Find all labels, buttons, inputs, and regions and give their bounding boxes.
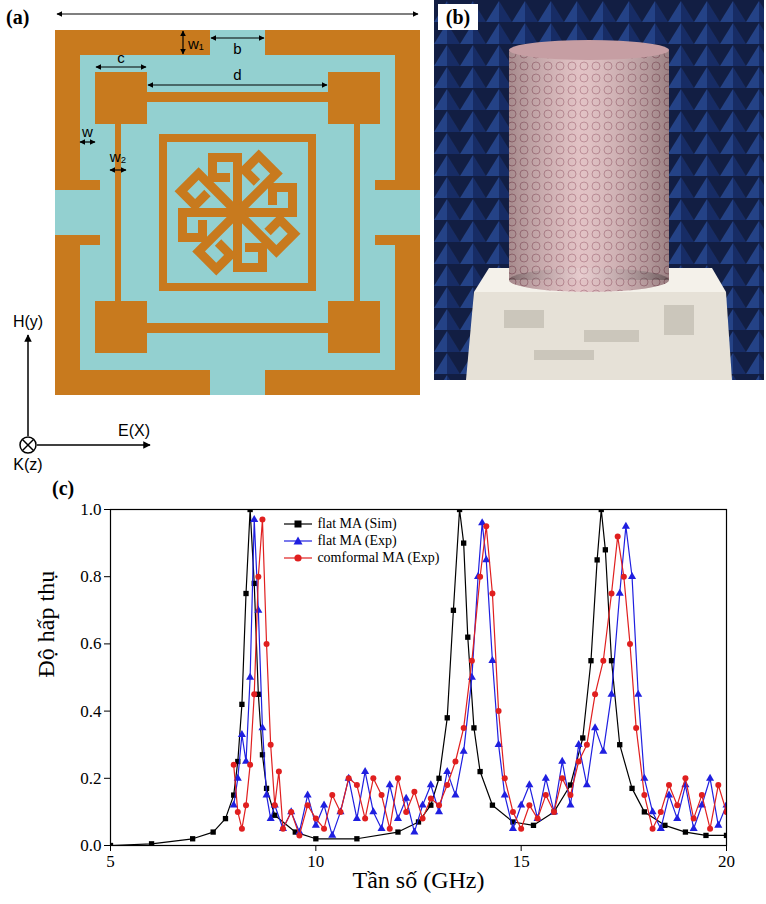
svg-text:Tần số (GHz): Tần số (GHz) xyxy=(353,867,485,893)
svg-text:(b): (b) xyxy=(446,6,470,29)
svg-text:0.8: 0.8 xyxy=(80,567,101,586)
html-text:(c): (c) xyxy=(52,477,75,499)
svg-text:0.6: 0.6 xyxy=(80,634,101,653)
html-text:flat MA (Exp): flat MA (Exp) xyxy=(317,532,397,548)
svg-text:w₂: w₂ xyxy=(109,148,127,165)
svg-text:1.0: 1.0 xyxy=(80,500,101,519)
svg-text:(a): (a) xyxy=(6,6,29,29)
html-text:comformal MA (Exp): comformal MA (Exp) xyxy=(317,549,440,565)
svg-text:H(y): H(y) xyxy=(13,313,43,330)
html-text:flat MA (Sim): flat MA (Sim) xyxy=(317,515,397,531)
svg-text:w: w xyxy=(81,123,93,140)
svg-text:K(z): K(z) xyxy=(13,456,42,473)
svg-text:b: b xyxy=(233,40,241,57)
svg-text:0.2: 0.2 xyxy=(80,769,101,788)
svg-text:15: 15 xyxy=(513,852,530,871)
svg-text:w₁: w₁ xyxy=(187,35,204,52)
svg-text:10: 10 xyxy=(307,852,324,871)
svg-text:c: c xyxy=(117,49,125,66)
svg-text:20: 20 xyxy=(718,852,735,871)
svg-text:d: d xyxy=(233,66,241,83)
svg-text:5: 5 xyxy=(106,852,115,871)
svg-text:E(X): E(X) xyxy=(118,422,150,439)
svg-text:Độ hấp thụ: Độ hấp thụ xyxy=(33,571,59,678)
svg-text:0.0: 0.0 xyxy=(80,836,101,855)
svg-text:0.4: 0.4 xyxy=(80,702,102,721)
